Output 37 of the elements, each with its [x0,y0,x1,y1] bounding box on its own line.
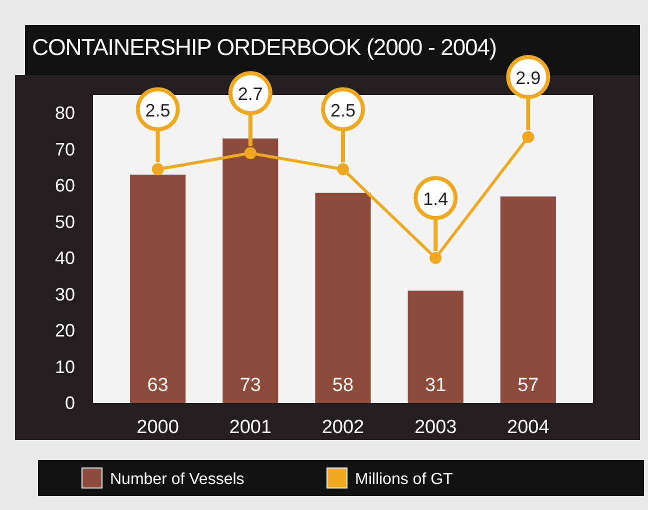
y-tick-label: 40 [54,248,75,268]
y-tick-label: 20 [54,320,75,341]
y-tick-label: 70 [54,139,75,160]
point [430,252,442,264]
point [152,163,164,176]
legend-label: Millions of GT [355,471,454,488]
x-tick-label: 2000 [136,417,179,438]
y-tick-label: 60 [54,176,75,196]
y-tick-label: 10 [54,356,75,377]
x-tick-label: 2001 [229,417,272,438]
bar [408,290,464,403]
y-tick-label: 0 [64,393,75,413]
data-label: 73 [240,375,261,396]
data-label: 2.7 [238,84,263,104]
bar [130,174,186,403]
point [244,147,256,160]
x-tick-label: 2004 [507,417,550,438]
data-label: 1.4 [423,189,448,209]
chart-title: CONTAINERSHIP ORDERBOOK (2000 - 2004) [32,34,497,60]
y-tick-label: 30 [54,284,75,304]
bar [222,138,278,403]
data-label: 2.9 [516,68,541,88]
point [337,163,349,176]
data-label: 2.5 [145,100,170,120]
data-label: 58 [332,375,354,396]
data-label: 57 [518,375,539,396]
data-label: 31 [425,375,446,396]
y-tick-label: 50 [54,212,75,232]
bar [500,196,556,403]
bar [315,192,371,403]
data-label: 2.5 [330,100,356,120]
point [522,131,534,143]
y-tick-label: 80 [54,103,75,124]
data-label: 63 [147,375,168,396]
legend-label: Number of Vessels [110,471,244,488]
x-tick-label: 2002 [322,417,364,438]
x-tick-label: 2003 [414,417,457,438]
